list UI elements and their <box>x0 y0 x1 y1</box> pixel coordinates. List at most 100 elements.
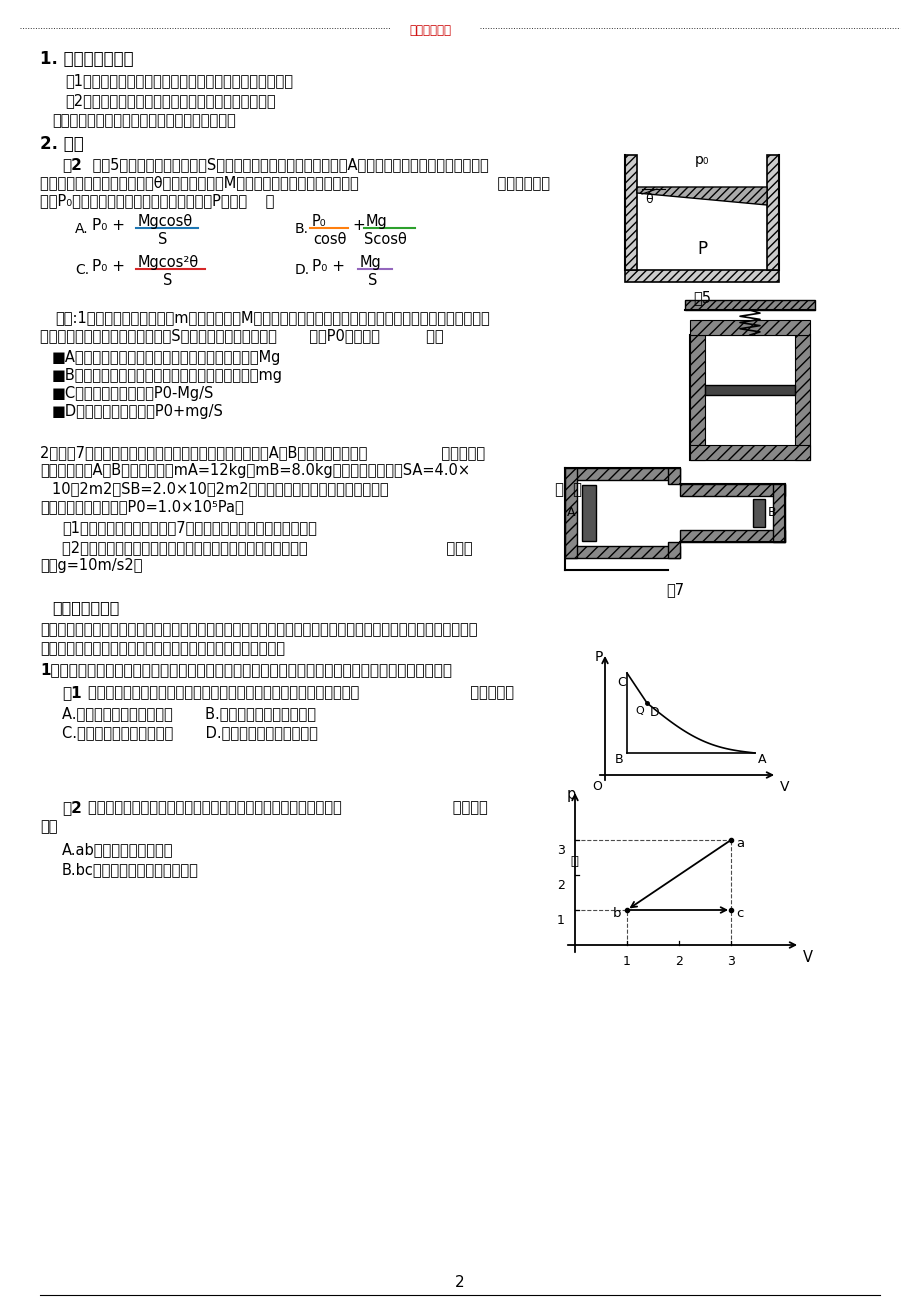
Text: 一定质量的理想气体沿如图所示箭头方向发生状态变化，则下列说                        法正确的: 一定质量的理想气体沿如图所示箭头方向发生状态变化，则下列说 法正确的 <box>88 799 487 815</box>
Text: 10－2m2，SB=2.0×10－2m2。一定质量的理想气体被封闭在两活                                    塞  之: 10－2m2，SB=2.0×10－2m2。一定质量的理想气体被封闭在两活 塞 之 <box>52 480 581 496</box>
Text: 如图5所示，一个横截面积为S的圆筒形容器竖直放置，金属圆板A的上表面是水平的，下表面是倾斜: 如图5所示，一个横截面积为S的圆筒形容器竖直放置，金属圆板A的上表面是水平的，下… <box>88 158 488 172</box>
Text: 最新资料推荐: 最新资料推荐 <box>409 23 450 36</box>
Text: ■D、气缸内空气压强为P0+mg/S: ■D、气缸内空气压强为P0+mg/S <box>52 404 223 419</box>
Text: 例2: 例2 <box>62 799 82 815</box>
Text: P₀: P₀ <box>312 214 326 229</box>
Text: Q: Q <box>634 706 643 716</box>
Text: 一定质量的理想气体，温度经过不同状态变化回到初始状态温度，可能                        的过程是：: 一定质量的理想气体，温度经过不同状态变化回到初始状态温度，可能 的过程是： <box>88 685 514 700</box>
Text: D: D <box>650 706 659 719</box>
Text: （2）列出活塞（或气缸）的平衡方程，求出未知量。: （2）列出活塞（或气缸）的平衡方程，求出未知量。 <box>65 92 276 108</box>
Text: ■C、气缸内空气压强为P0-Mg/S: ■C、气缸内空气压强为P0-Mg/S <box>52 385 214 401</box>
Text: 一定质量的理想气体状态变化时，可以用图像表示气体状态的变化过程。应用图像解题，形象、直观、思路清晰，: 一定质量的理想气体状态变化时，可以用图像表示气体状态的变化过程。应用图像解题，形… <box>40 622 477 637</box>
Text: 1. 解题的基本思路: 1. 解题的基本思路 <box>40 49 133 68</box>
Text: （1）气缸水平放置达到如图7所示的平衡状态，求气体的压强。: （1）气缸水平放置达到如图7所示的平衡状态，求气体的压强。 <box>62 519 316 535</box>
Text: B.bc过程吸收的热量多于做功值: B.bc过程吸收的热量多于做功值 <box>62 862 199 878</box>
Text: 1、利用图像判断气体状态变化过程，和能的转化和守恒定律判断气体做功、热传递及气体内能的变化: 1、利用图像判断气体状态变化过程，和能的转化和守恒定律判断气体做功、热传递及气体… <box>40 661 451 677</box>
Text: P₀ +: P₀ + <box>312 259 345 273</box>
Text: ■A、内外空气对缸套的总作用力方向向上，大小为Mg: ■A、内外空气对缸套的总作用力方向向上，大小为Mg <box>52 350 281 365</box>
Text: S: S <box>368 273 377 288</box>
Text: C.: C. <box>75 263 89 277</box>
Text: 3: 3 <box>557 844 564 857</box>
Text: Mg: Mg <box>366 214 387 229</box>
Text: 的，下表面与水平面的夹角为θ，圆板的质量为M。不计圆板与容器内壁之间的摩                              擦。若大气压: 的，下表面与水平面的夹角为θ，圆板的质量为M。不计圆板与容器内壁之间的摩 擦。若… <box>40 174 550 190</box>
Text: B: B <box>767 506 776 519</box>
Text: 二、图像类问题: 二、图像类问题 <box>52 600 119 615</box>
Text: 例2: 例2 <box>62 158 82 172</box>
Text: 例1: 例1 <box>62 685 82 700</box>
Text: 间。活塞外侧大气压强P0=1.0×10⁵Pa。: 间。活塞外侧大气压强P0=1.0×10⁵Pa。 <box>40 499 244 514</box>
Text: （1）对活塞（或气缸）进行受力分析，画出受力示意图；: （1）对活塞（或气缸）进行受力分析，画出受力示意图； <box>65 73 292 89</box>
Text: B.: B. <box>295 223 309 236</box>
Bar <box>794 335 809 460</box>
Text: B: B <box>614 753 623 766</box>
Bar <box>667 467 679 484</box>
Text: A.先等压膨胀，后等容降压       B.先等压压缩，后等容降压: A.先等压膨胀，后等容降压 B.先等压压缩，后等容降压 <box>62 706 315 721</box>
Bar <box>689 445 809 460</box>
Text: 既能达到化难为易的目的，又能训练学生灵活多变的思维能力。: 既能达到化难为易的目的，又能训练学生灵活多变的思维能力。 <box>40 641 285 656</box>
Text: 无摩擦移动。A、B的质量分别为mA=12kg，mB=8.0kg，横截面积分别为SA=4.0×: 无摩擦移动。A、B的质量分别为mA=12kg，mB=8.0kg，横截面积分别为S… <box>40 464 470 478</box>
Text: C.先等容升压，后等压膨胀       D.先等容降压，后等压膨胀: C.先等容升压，后等压膨胀 D.先等容降压，后等压膨胀 <box>62 725 318 740</box>
Text: S: S <box>158 232 167 247</box>
Bar <box>689 320 809 335</box>
Text: 2: 2 <box>455 1275 464 1290</box>
Bar <box>685 299 814 310</box>
Text: P₀ +: P₀ + <box>92 259 125 273</box>
Text: p₀: p₀ <box>694 154 709 167</box>
Bar <box>564 467 576 559</box>
Bar <box>564 546 679 559</box>
Text: D.: D. <box>295 263 310 277</box>
Text: b: b <box>612 907 621 921</box>
Bar <box>564 467 679 480</box>
Text: A.ab过程放热，内能减少: A.ab过程放热，内能减少 <box>62 842 174 857</box>
Bar <box>766 155 778 270</box>
Text: θ: θ <box>644 193 652 206</box>
Text: P: P <box>697 240 707 258</box>
Bar <box>689 335 704 460</box>
Text: cosθ: cosθ <box>312 232 346 247</box>
Text: （2）现将气缸竖直放置，达到平衡后。求此时气体的压强。取                              重力加: （2）现将气缸竖直放置，达到平衡后。求此时气体的压强。取 重力加 <box>62 540 472 555</box>
Bar <box>772 484 784 542</box>
Text: C: C <box>617 676 625 689</box>
Text: 3: 3 <box>726 954 734 967</box>
Text: S: S <box>163 273 172 288</box>
Text: 2: 2 <box>557 879 564 892</box>
Text: Mgcos²θ: Mgcos²θ <box>138 255 199 270</box>
Text: c: c <box>735 907 743 921</box>
Text: 1: 1 <box>622 954 630 967</box>
Text: 2、如图7，气缸由两个横截面不同的圆筒连接而成。活塞A、B被轻刚性细杆连接                在一起，可: 2、如图7，气缸由两个横截面不同的圆筒连接而成。活塞A、B被轻刚性细杆连接 在一… <box>40 445 484 460</box>
Text: Mgcosθ: Mgcosθ <box>138 214 193 229</box>
Text: A.: A. <box>75 223 88 236</box>
Text: 2: 2 <box>675 954 682 967</box>
Bar <box>689 335 809 460</box>
Bar <box>679 530 784 542</box>
Text: O: O <box>591 780 601 793</box>
Text: 练习:1如图所示，活塞质量为m，缸套质量为M，通过弹簧吊在天花板上，气缸内封住了一定质量的空气，而: 练习:1如图所示，活塞质量为m，缸套质量为M，通过弹簧吊在天花板上，气缸内封住了… <box>55 310 489 326</box>
Text: Mg: Mg <box>359 255 381 270</box>
Polygon shape <box>636 187 766 204</box>
Text: 活塞与缸套间无摩擦，活塞面积为S，则下列说法正确的是（       ）（P0为大气压          强）: 活塞与缸套间无摩擦，活塞面积为S，则下列说法正确的是（ ）（P0为大气压 强） <box>40 328 443 342</box>
Text: V: V <box>802 950 812 965</box>
Text: 注意：不要忘记气缸底部和活塞外面的大气压。: 注意：不要忘记气缸底部和活塞外面的大气压。 <box>52 113 235 128</box>
Text: 速度g=10m/s2。: 速度g=10m/s2。 <box>40 559 142 573</box>
Text: P₀ +: P₀ + <box>92 217 125 233</box>
Text: V: V <box>779 780 789 794</box>
Bar <box>752 499 765 527</box>
Text: a: a <box>735 837 743 850</box>
Bar <box>679 484 784 496</box>
Text: +: + <box>352 217 364 233</box>
Text: 1: 1 <box>557 914 564 927</box>
Text: 图: 图 <box>570 855 577 868</box>
Text: A: A <box>566 506 575 519</box>
Bar <box>624 270 778 283</box>
Text: 是：: 是： <box>40 819 57 835</box>
Text: 图7: 图7 <box>665 582 684 598</box>
Bar <box>667 542 679 559</box>
Text: p: p <box>566 786 575 802</box>
Text: P: P <box>595 650 603 664</box>
Text: 图5: 图5 <box>692 290 710 305</box>
Text: A: A <box>757 753 766 766</box>
Bar <box>624 155 636 270</box>
Text: 2. 典例: 2. 典例 <box>40 135 84 154</box>
Bar <box>582 486 596 542</box>
Text: ■B、内外空气对缸套的总作用力方向向下，大小为mg: ■B、内外空气对缸套的总作用力方向向下，大小为mg <box>52 368 283 383</box>
